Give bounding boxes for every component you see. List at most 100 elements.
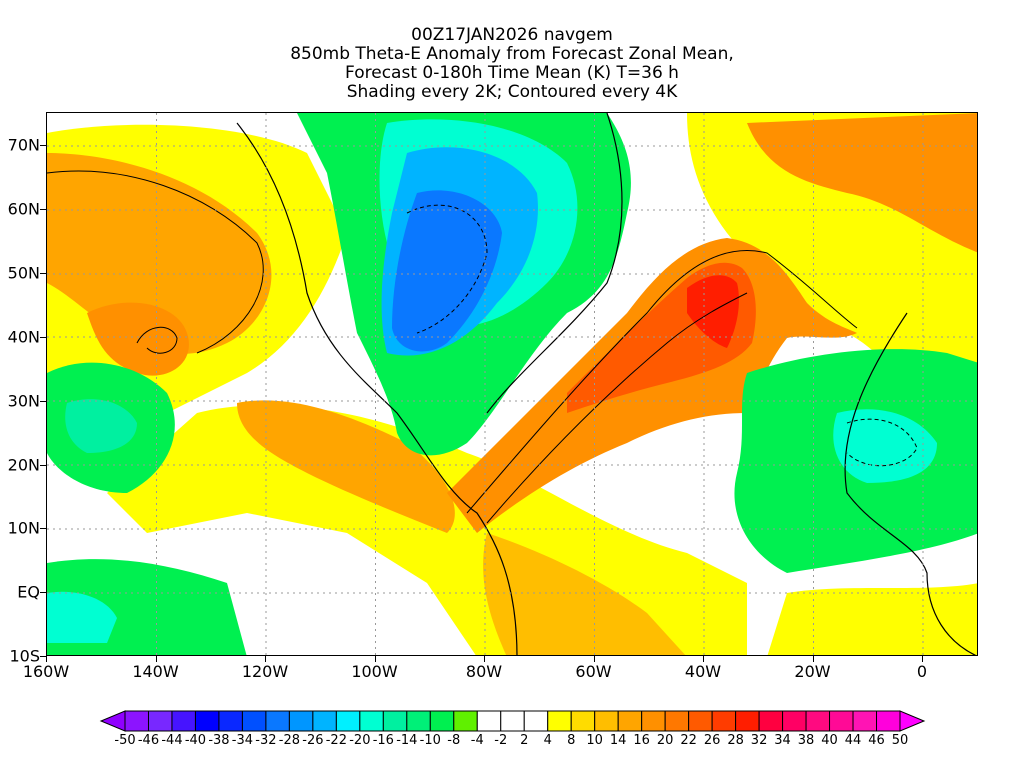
lat-tick bbox=[40, 145, 46, 146]
colorbar-box bbox=[688, 710, 713, 732]
colorbar-box bbox=[312, 710, 337, 732]
colorbar-box bbox=[547, 710, 572, 732]
colorbar-label: -20 bbox=[349, 733, 371, 748]
colorbar-label: -4 bbox=[470, 733, 484, 748]
colorbar-label: 46 bbox=[868, 733, 885, 748]
title-line-4: Shading every 2K; Contoured every 4K bbox=[346, 82, 678, 102]
colorbar-box bbox=[194, 710, 220, 732]
lon-tick-label: 160W bbox=[22, 662, 70, 681]
colorbar-label: 2 bbox=[520, 733, 529, 748]
lat-tick bbox=[40, 336, 46, 338]
colorbar-box bbox=[735, 710, 760, 732]
lat-tick-label: 20N bbox=[7, 455, 40, 474]
title-line-1: 00Z17JAN2026 navgem bbox=[411, 25, 613, 45]
theta-e-anomaly-map bbox=[46, 112, 978, 656]
title-line-3: Forecast 0-180h Time Mean (K) T=36 h bbox=[345, 63, 679, 83]
lat-tick-label: 40N bbox=[7, 327, 40, 347]
lat-tick-label: 10S bbox=[9, 646, 40, 666]
colorbar-label: -26 bbox=[302, 733, 324, 748]
colorbar-box bbox=[382, 710, 408, 732]
colorbar-label: -46 bbox=[137, 733, 160, 748]
colorbar-label: -32 bbox=[255, 733, 277, 748]
colorbar-box bbox=[476, 710, 502, 732]
shade-orange-gulf-alaska bbox=[47, 153, 272, 354]
colorbar-label: -8 bbox=[447, 733, 461, 748]
colorbar-box bbox=[288, 710, 314, 732]
lon-tick-label: 60W bbox=[575, 662, 612, 681]
lon-tick-label: 20W bbox=[794, 662, 831, 681]
colorbar-label: -16 bbox=[372, 733, 394, 748]
colorbar-label: 40 bbox=[821, 733, 838, 748]
shade-blue-north-america bbox=[392, 190, 502, 352]
shade-orange-mexico bbox=[237, 400, 455, 533]
shade-orange-spiral bbox=[87, 302, 189, 376]
lon-tick-label: 40W bbox=[684, 662, 722, 681]
lat-tick-label: 10N bbox=[7, 518, 40, 538]
coastlines bbox=[236, 113, 977, 655]
colorbar-label: -34 bbox=[231, 733, 254, 748]
colorbar-box bbox=[594, 710, 619, 732]
colorbar-label: -14 bbox=[396, 733, 418, 748]
lon-tick bbox=[593, 656, 595, 662]
lon-tick bbox=[46, 656, 47, 662]
colorbar-label: 8 bbox=[567, 733, 576, 748]
lat-tick-label: 60N bbox=[7, 199, 40, 219]
lon-tick bbox=[703, 656, 704, 662]
colorbar-label: 44 bbox=[844, 733, 862, 748]
lon-tick-label: 0 bbox=[916, 662, 928, 681]
lon-tick bbox=[374, 656, 376, 662]
colorbar-box bbox=[664, 710, 690, 732]
colorbar-box bbox=[641, 710, 666, 732]
colorbar-box bbox=[617, 710, 643, 732]
lat-tick bbox=[40, 528, 46, 530]
lat-tick-label: 70N bbox=[7, 135, 40, 155]
colorbar-label: -10 bbox=[419, 733, 441, 748]
colorbar-box bbox=[335, 710, 361, 732]
shade-cyan-south-pacific bbox=[47, 591, 117, 643]
colorbar-box bbox=[171, 710, 196, 732]
lon-tick bbox=[812, 656, 814, 662]
colorbar-box bbox=[124, 710, 149, 732]
colorbar-label: 32 bbox=[750, 733, 768, 748]
lat-tick bbox=[40, 400, 46, 402]
colorbar-over-triangle bbox=[899, 710, 926, 732]
lon-tick-label: 120W bbox=[241, 662, 289, 681]
colorbar-box bbox=[241, 710, 267, 732]
shade-yellow-south-atlantic bbox=[767, 583, 977, 655]
colorbar-label: -2 bbox=[494, 733, 508, 748]
lat-tick bbox=[40, 592, 46, 594]
colorbar-label: -22 bbox=[325, 733, 347, 748]
colorbar-box bbox=[500, 710, 525, 732]
colorbar-label: -28 bbox=[278, 733, 301, 748]
colorbar-box bbox=[429, 710, 455, 732]
colorbar-box bbox=[453, 710, 478, 732]
colorbar-label: 26 bbox=[703, 733, 721, 748]
shade-orange-south-america bbox=[483, 533, 686, 655]
lon-tick-label: 80W bbox=[465, 662, 503, 681]
lat-tick bbox=[40, 656, 46, 658]
colorbar-label: 20 bbox=[656, 733, 674, 748]
lon-tick-label: 100W bbox=[351, 662, 398, 681]
graticule bbox=[47, 113, 977, 655]
colorbar-box bbox=[829, 710, 854, 732]
colorbar-label: 16 bbox=[633, 733, 650, 748]
colorbar-label: -40 bbox=[184, 733, 207, 748]
colorbar-box bbox=[570, 710, 596, 732]
colorbar-box bbox=[147, 710, 173, 732]
shade-orange-northeast-atlantic bbox=[747, 113, 977, 253]
lat-tick bbox=[40, 208, 46, 210]
map-shading bbox=[47, 113, 977, 655]
lat-tick-label: 30N bbox=[7, 391, 40, 411]
colorbar-box bbox=[782, 710, 807, 732]
colorbar-label: 14 bbox=[609, 733, 627, 748]
colorbar-box bbox=[523, 710, 549, 732]
title-line-2: 850mb Theta-E Anomaly from Forecast Zona… bbox=[290, 44, 734, 64]
lon-tick bbox=[265, 656, 266, 662]
colorbar-box bbox=[852, 710, 878, 732]
colorbar-box bbox=[406, 710, 431, 732]
colorbar-label: -50 bbox=[114, 733, 136, 748]
lat-tick bbox=[40, 464, 46, 466]
lon-tick-label: 140W bbox=[132, 662, 179, 681]
lat-tick-label: EQ bbox=[17, 582, 40, 602]
colorbar-box bbox=[805, 710, 831, 732]
